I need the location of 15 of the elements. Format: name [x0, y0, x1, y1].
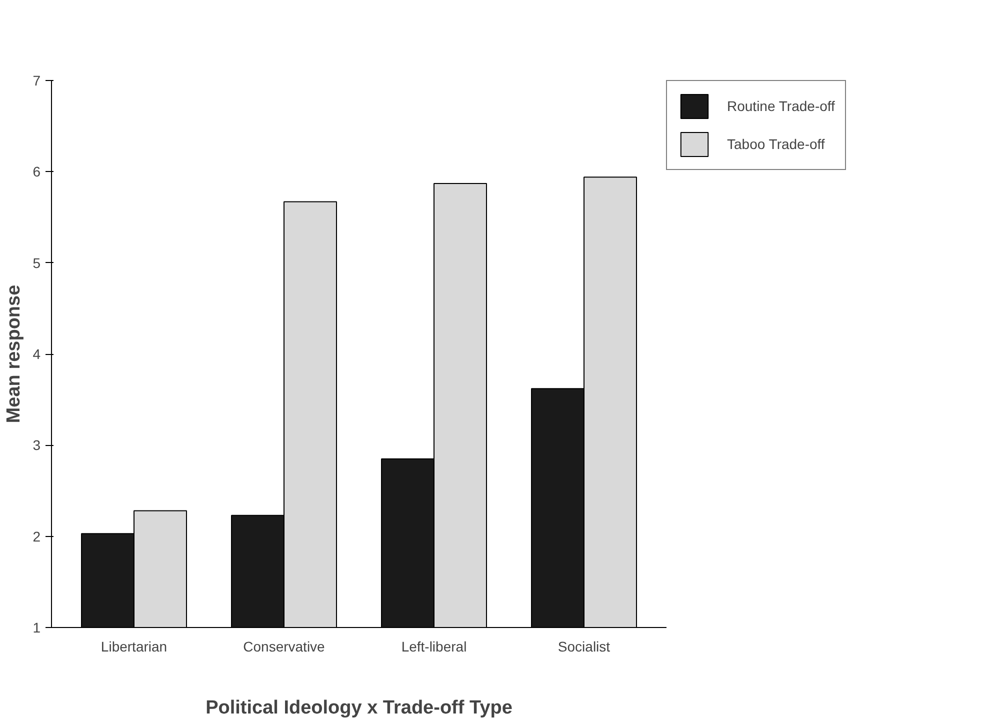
y-tick-label: 2	[32, 528, 41, 544]
y-tick-label: 4	[32, 346, 41, 362]
y-tick-label: 5	[32, 254, 41, 271]
y-tick-label: 7	[32, 72, 41, 88]
legend-label: Routine Trade-off	[727, 98, 835, 114]
legend-label: Taboo Trade-off	[727, 136, 825, 152]
y-tick-label: 3	[32, 437, 41, 454]
x-tick-label: Libertarian	[100, 638, 168, 654]
x-tick-label: Left-liberal	[401, 638, 467, 654]
y-tick-label: 1	[32, 620, 41, 636]
x-tick-label: Socialist	[558, 638, 610, 654]
y-axis-title: Mean response	[4, 284, 25, 424]
x-axis-title: Political Ideology x Trade-off Type	[206, 698, 512, 718]
y-tick-label: 6	[32, 164, 41, 180]
x-tick-label: Conservative	[243, 638, 326, 654]
